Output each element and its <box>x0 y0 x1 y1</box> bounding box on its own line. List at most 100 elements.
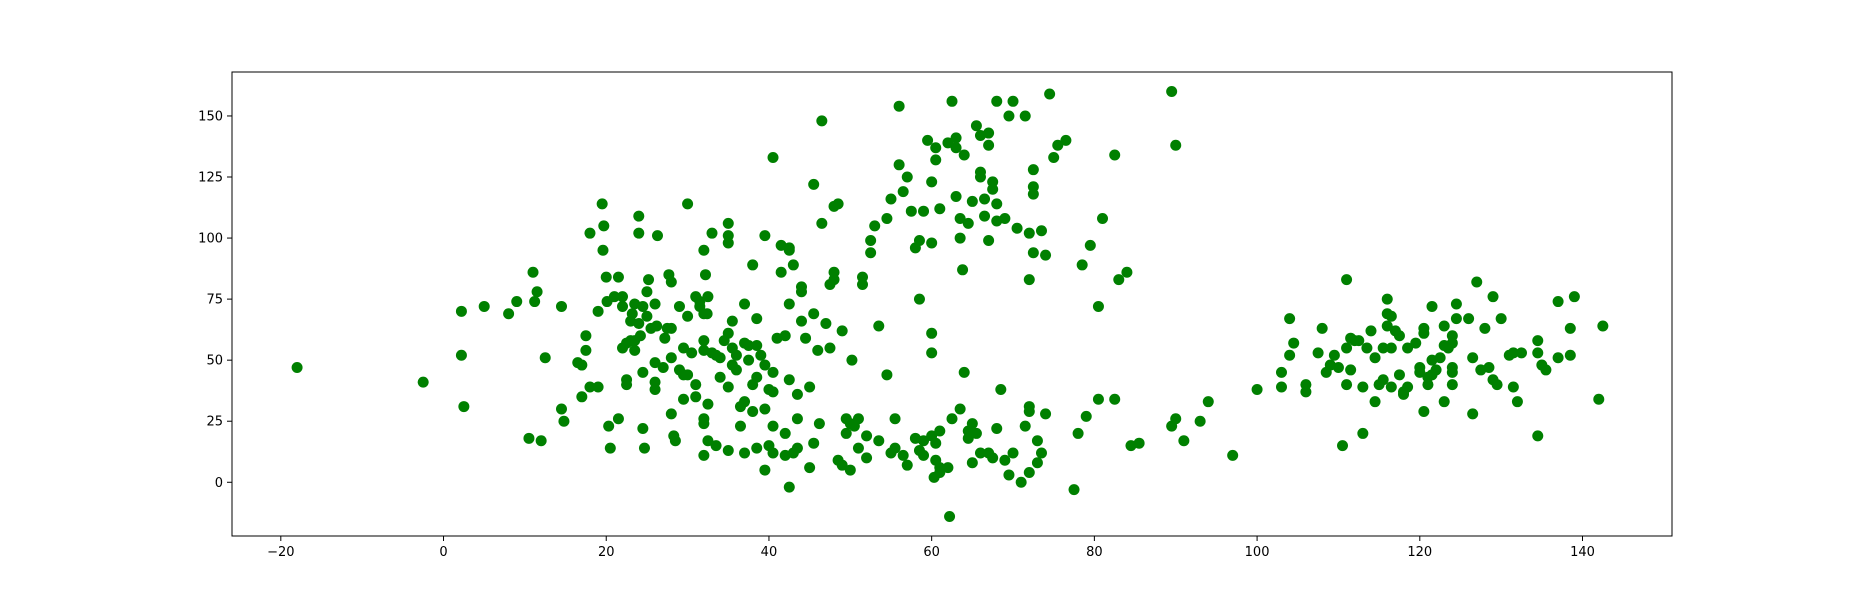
scatter-point <box>1491 379 1503 391</box>
scatter-point <box>1369 396 1381 408</box>
scatter-point <box>649 298 661 310</box>
scatter-point <box>1365 325 1377 337</box>
scatter-point <box>783 374 795 386</box>
scatter-point <box>1337 440 1349 452</box>
scatter-point <box>1532 430 1544 442</box>
scatter-point <box>629 344 641 356</box>
scatter-point <box>958 366 970 378</box>
scatter-point <box>783 244 795 256</box>
scatter-point <box>1227 449 1239 461</box>
scatter-point <box>1430 364 1442 376</box>
scatter-point <box>665 408 677 420</box>
scatter-point <box>813 418 825 430</box>
scatter-point <box>706 227 718 239</box>
scatter-point <box>649 383 661 395</box>
scatter-point <box>979 210 991 222</box>
scatter-point <box>539 352 551 364</box>
scatter-point <box>743 354 755 366</box>
scatter-point <box>901 459 913 471</box>
scatter-point <box>791 442 803 454</box>
scatter-point <box>934 203 946 215</box>
scatter-point <box>592 381 604 393</box>
scatter-point <box>621 379 633 391</box>
scatter-point <box>751 371 763 383</box>
scatter-point <box>1446 379 1458 391</box>
scatter-point <box>1097 213 1109 225</box>
scatter-point <box>455 349 467 361</box>
scatter-point <box>1450 313 1462 325</box>
scatter-point <box>1564 322 1576 334</box>
scatter-point <box>682 310 694 322</box>
scatter-point <box>665 276 677 288</box>
scatter-point <box>699 269 711 281</box>
scatter-point <box>739 298 751 310</box>
scatter-point <box>840 427 852 439</box>
scatter-point <box>852 413 864 425</box>
scatter-point <box>1003 110 1015 122</box>
scatter-point <box>555 300 567 312</box>
x-tick-label: 20 <box>598 545 615 560</box>
scatter-point <box>1007 447 1019 459</box>
scatter-point <box>576 359 588 371</box>
scatter-point <box>1597 320 1609 332</box>
scatter-point <box>1471 276 1483 288</box>
scatter-point <box>722 381 734 393</box>
scatter-point <box>1332 361 1344 373</box>
scatter-point <box>1393 330 1405 342</box>
scatter-point <box>950 142 962 154</box>
scatter-point <box>934 425 946 437</box>
scatter-point <box>1438 320 1450 332</box>
scatter-point <box>779 427 791 439</box>
scatter-point <box>901 171 913 183</box>
scatter-point <box>804 381 816 393</box>
scatter-point <box>669 435 681 447</box>
scatter-point <box>1341 379 1353 391</box>
scatter-point <box>1341 274 1353 286</box>
scatter-point <box>503 308 515 320</box>
scatter-point <box>1251 383 1263 395</box>
y-axis: 0 25 50 75 100 125 150 <box>198 109 232 491</box>
y-tick-label: 150 <box>198 109 223 124</box>
scatter-point <box>930 437 942 449</box>
scatter-point <box>690 379 702 391</box>
scatter-point <box>954 213 966 225</box>
scatter-point <box>637 300 649 312</box>
scatter-point <box>458 401 470 413</box>
scatter-point <box>1084 239 1096 251</box>
scatter-point <box>710 440 722 452</box>
scatter-point <box>1121 266 1133 278</box>
y-tick-label: 50 <box>206 354 223 369</box>
scatter-point <box>957 264 969 276</box>
x-tick-label: −20 <box>267 545 294 560</box>
scatter-point <box>1328 349 1340 361</box>
scatter-point <box>755 349 767 361</box>
scatter-point <box>759 464 771 476</box>
scatter-point <box>1568 291 1580 303</box>
scatter-point <box>612 413 624 425</box>
scatter-point <box>1019 110 1031 122</box>
scatter-point <box>1593 393 1605 405</box>
scatter-point <box>1015 476 1027 488</box>
scatter-point <box>873 320 885 332</box>
scatter-point <box>775 266 787 278</box>
scatter-point <box>698 418 710 430</box>
scatter-point <box>1312 347 1324 359</box>
scatter-point <box>1170 139 1182 151</box>
scatter-point <box>808 308 820 320</box>
scatter-point <box>844 464 856 476</box>
scatter-point <box>682 369 694 381</box>
scatter-point <box>743 340 755 352</box>
scatter-point <box>651 320 663 332</box>
scatter-point <box>702 435 714 447</box>
scatter-point <box>1422 379 1434 391</box>
scatter-point <box>1377 342 1389 354</box>
scatter-point <box>1385 381 1397 393</box>
scatter-point <box>767 366 779 378</box>
scatter-point <box>1011 222 1023 234</box>
scatter-point <box>1540 364 1552 376</box>
scatter-point <box>555 403 567 415</box>
scatter-point <box>1463 313 1475 325</box>
scatter-point <box>893 159 905 171</box>
scatter-point <box>1027 247 1039 259</box>
scatter-point <box>714 371 726 383</box>
